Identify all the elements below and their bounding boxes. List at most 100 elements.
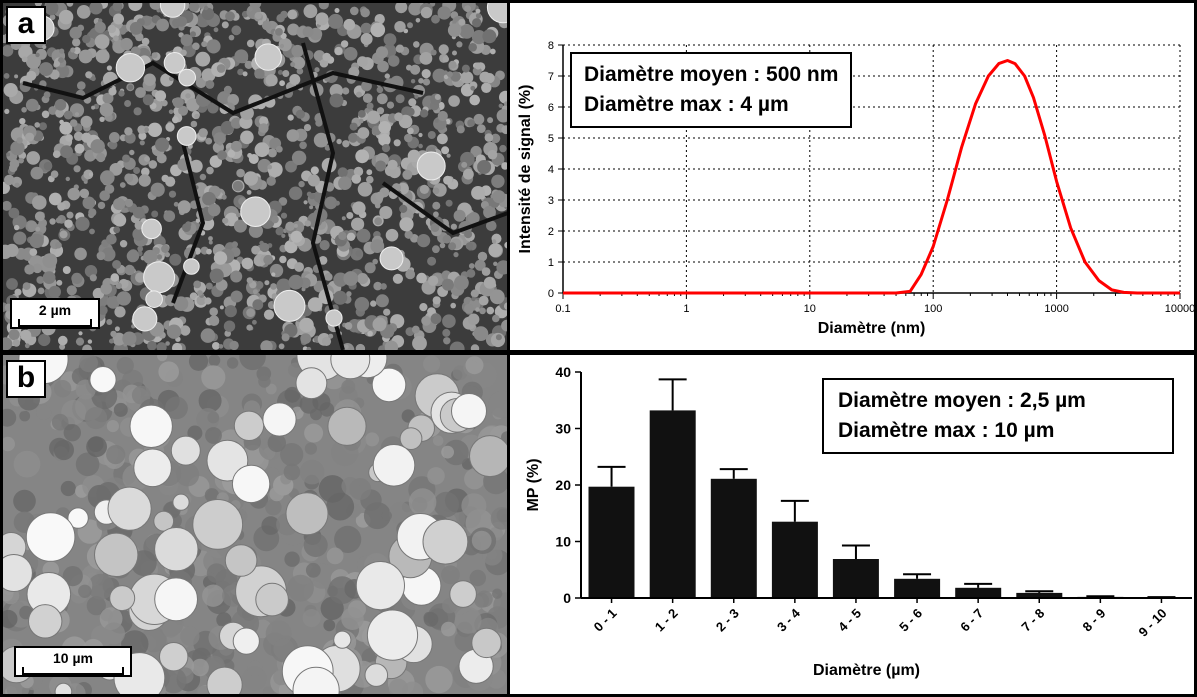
sem-a-particle [216,64,226,73]
sem-a-particle [471,29,487,45]
sem-a-large-particle [183,258,200,275]
sem-b-texture-blob [408,488,437,516]
sem-a-particle [73,131,84,141]
sem-a-particle [275,28,283,36]
y-tick-label: 8 [548,40,554,52]
sem-a-particle [264,280,270,286]
sem-b-texture-blob [122,369,144,391]
sem-a-particle [188,3,200,12]
sem-a-particle [254,68,265,79]
sem-a-particle [469,94,481,106]
sem-a-particle [124,100,132,107]
sem-a-particle [113,226,121,234]
sem-b-texture-blob [208,355,221,367]
sem-a-particle [231,241,238,248]
sem-a-particle [230,270,243,283]
sem-a-particle [404,133,413,143]
sem-a-particle [205,137,213,145]
sem-a-particle [195,218,201,223]
sem-a-particle [246,190,252,195]
sem-a-particle [355,149,370,164]
sem-a-particle [443,178,449,184]
sem-a-particle [419,109,429,118]
sem-a-particle [254,12,262,20]
x-axis-label: Diamètre (nm) [818,320,926,337]
sem-a-particle [81,132,92,143]
sem-a-particle [129,21,143,35]
sem-a-particle [199,173,207,181]
sem-a-particle [21,56,28,63]
sem-a-particle [418,78,424,84]
sem-a-particle [411,325,420,334]
sem-a-particle [164,251,170,258]
sem-a-particle [29,233,44,249]
sem-a-particle [201,7,215,21]
sem-a-particle [60,145,73,159]
sem-a-particle [448,242,457,251]
sem-a-particle [395,3,408,14]
sem-a-particle [237,68,244,76]
sem-a-particle [156,254,163,260]
sem-a-particle [489,289,505,305]
sem-b-texture-blob [202,584,225,607]
sem-a-particle [402,169,413,180]
sem-a-particle [37,287,45,295]
sem-a-particle [59,230,68,239]
sem-image-a [3,3,508,350]
sem-a-particle [266,176,276,186]
sem-a-particle [299,317,314,333]
sem-a-particle [260,340,273,350]
panel-label-b: b [6,360,46,398]
sem-a-particle [495,334,502,341]
sem-a-particle [66,211,74,219]
sem-a-particle [30,166,44,180]
sem-a-particle [247,6,253,12]
sem-a-crack [301,42,345,350]
sem-a-particle [486,220,497,232]
sem-a-particle [291,150,307,165]
sem-a-particle [450,71,461,82]
sem-a-particle [329,84,343,98]
sem-a-particle [205,282,213,290]
sem-a-particle [195,77,207,89]
sem-a-particle [133,107,142,116]
sem-a-particle [303,4,318,19]
sem-a-particle [36,276,45,284]
sem-a-large-particle [115,52,146,83]
sem-a-particle [3,200,12,211]
sem-a-particle [449,341,465,350]
sem-a-particle [246,39,255,48]
sem-a-particle [112,260,122,269]
sem-a-particle [303,200,308,205]
sem-a-particle [203,5,209,11]
sem-b-microparticle [364,663,389,687]
sem-a-particle [3,337,13,350]
sem-a-particle [282,70,290,77]
sem-a-particle [342,87,350,95]
sem-a-particle [165,341,170,346]
sem-a-particle [404,230,413,239]
sem-a-particle [198,128,208,138]
sem-a-particle [118,90,125,97]
sem-a-particle [223,320,236,332]
y-tick-label: 0 [563,590,571,606]
sem-a-particle [106,319,113,325]
sem-a-particle [476,124,486,133]
sem-a-particle [24,343,30,349]
sem-a-particle [443,74,449,80]
sem-a-particle [364,262,376,274]
sem-a-particle [78,331,83,336]
sem-a-particle [410,64,421,75]
scale-bar-a: 2 µm [10,298,100,329]
info-mean-a: Diamètre moyen : 500 nm [584,63,839,86]
sem-a-particle [111,86,116,90]
sem-a-particle [307,297,323,312]
sem-a-particle [416,272,427,284]
sem-a-particle [442,328,451,337]
sem-a-particle [241,257,254,270]
sem-b-texture-blob [3,408,17,427]
sem-a-particle [431,14,440,24]
sem-a-particle [3,45,14,57]
sem-a-particle [360,33,373,45]
sem-a-large-particle [416,151,446,181]
